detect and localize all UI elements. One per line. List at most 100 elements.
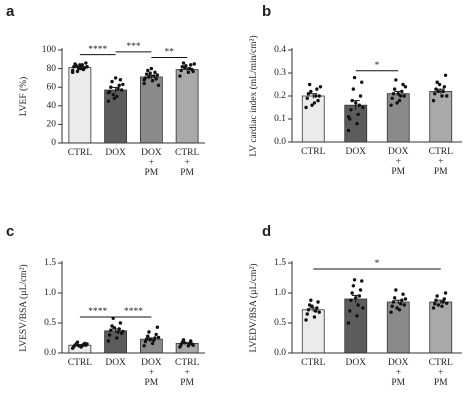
panel-label: c bbox=[6, 223, 14, 240]
data-point bbox=[117, 83, 121, 88]
data-point bbox=[304, 318, 308, 322]
data-point bbox=[400, 89, 404, 94]
data-point bbox=[394, 78, 398, 82]
data-point bbox=[389, 310, 393, 314]
x-tick-label: PM bbox=[145, 168, 159, 178]
data-point bbox=[397, 98, 402, 103]
data-point bbox=[443, 73, 448, 78]
y-tick-label: 20 bbox=[47, 120, 57, 130]
data-point bbox=[435, 294, 439, 298]
data-point bbox=[117, 327, 121, 331]
significance-label: *** bbox=[126, 42, 141, 52]
data-point bbox=[306, 308, 311, 312]
data-point bbox=[191, 69, 195, 74]
x-tick-label: PM bbox=[434, 167, 448, 177]
data-point bbox=[397, 308, 402, 312]
data-point bbox=[441, 300, 445, 304]
data-point bbox=[431, 306, 436, 310]
data-point bbox=[401, 82, 405, 87]
data-point bbox=[80, 63, 84, 67]
x-tick-label: DOX bbox=[345, 147, 366, 157]
data-point bbox=[309, 89, 313, 94]
data-point bbox=[106, 99, 111, 103]
x-tick-label: DOX bbox=[388, 147, 409, 157]
data-point bbox=[352, 75, 357, 80]
data-point bbox=[84, 61, 88, 65]
y-tick-label: 40 bbox=[47, 101, 57, 111]
y-axis-label: LVEDV/BSA (µL/cm²) bbox=[248, 264, 259, 353]
data-point bbox=[436, 89, 441, 94]
x-tick-label: PM bbox=[180, 378, 194, 388]
data-point bbox=[115, 336, 119, 340]
data-point bbox=[431, 98, 436, 103]
data-point bbox=[312, 315, 317, 319]
x-tick-label: CTRL bbox=[301, 358, 325, 368]
x-tick-label: CTRL bbox=[175, 358, 199, 368]
data-point bbox=[398, 94, 403, 98]
data-point bbox=[181, 338, 186, 342]
data-point bbox=[309, 298, 313, 302]
data-point bbox=[148, 71, 152, 75]
data-point bbox=[400, 298, 404, 302]
data-point bbox=[310, 304, 314, 308]
data-point bbox=[78, 63, 82, 67]
data-point bbox=[317, 94, 321, 98]
data-point bbox=[442, 297, 447, 301]
y-tick-label: 100 bbox=[42, 45, 57, 55]
data-point bbox=[433, 92, 437, 96]
data-point bbox=[106, 339, 111, 343]
significance-label: * bbox=[375, 61, 380, 71]
data-point bbox=[356, 112, 360, 117]
data-point bbox=[189, 63, 193, 67]
x-tick-label: + bbox=[184, 158, 189, 168]
y-axis-label: LVEF (%) bbox=[18, 77, 29, 117]
y-tick-label: 1.5 bbox=[44, 258, 56, 268]
data-point bbox=[390, 96, 394, 101]
data-point bbox=[150, 341, 155, 346]
data-point bbox=[156, 335, 161, 340]
data-point bbox=[349, 298, 353, 302]
data-point bbox=[317, 310, 321, 314]
y-tick-label: 1.0 bbox=[274, 288, 286, 298]
significance-label: **** bbox=[88, 45, 107, 55]
data-point bbox=[186, 70, 191, 75]
x-tick-label: + bbox=[149, 158, 154, 168]
data-point bbox=[152, 74, 156, 78]
data-point bbox=[313, 94, 318, 98]
panel-label: d bbox=[262, 223, 271, 240]
x-tick-label: CTRL bbox=[175, 148, 199, 158]
data-point bbox=[356, 303, 360, 307]
x-tick-label: DOX bbox=[345, 358, 366, 368]
data-point bbox=[179, 68, 183, 73]
panel-label: b bbox=[262, 3, 271, 20]
y-tick-label: 80 bbox=[47, 64, 57, 74]
x-tick-label: CTRL bbox=[301, 147, 325, 157]
data-point bbox=[146, 68, 150, 73]
data-point bbox=[346, 128, 351, 133]
data-point bbox=[85, 65, 89, 69]
data-point bbox=[443, 291, 448, 295]
data-point bbox=[119, 88, 124, 92]
data-point bbox=[435, 80, 439, 84]
data-point bbox=[440, 304, 444, 308]
data-point bbox=[112, 96, 117, 101]
bar bbox=[68, 67, 92, 144]
data-point bbox=[113, 76, 118, 80]
x-tick-label: + bbox=[396, 368, 401, 378]
x-tick-label: CTRL bbox=[429, 147, 453, 157]
data-point bbox=[74, 64, 78, 68]
data-point bbox=[148, 338, 152, 342]
data-point bbox=[355, 121, 359, 126]
x-tick-label: PM bbox=[391, 378, 405, 388]
data-point bbox=[76, 344, 81, 348]
bar bbox=[175, 69, 199, 144]
data-point bbox=[144, 337, 149, 341]
y-axis-label: LVESV/BSA (µL/cm²) bbox=[18, 264, 29, 351]
data-point bbox=[361, 105, 365, 110]
data-point bbox=[440, 94, 444, 98]
x-tick-label: + bbox=[438, 157, 443, 167]
data-point bbox=[305, 312, 309, 316]
data-point bbox=[107, 333, 112, 337]
data-point bbox=[442, 85, 447, 89]
data-point bbox=[315, 306, 319, 310]
